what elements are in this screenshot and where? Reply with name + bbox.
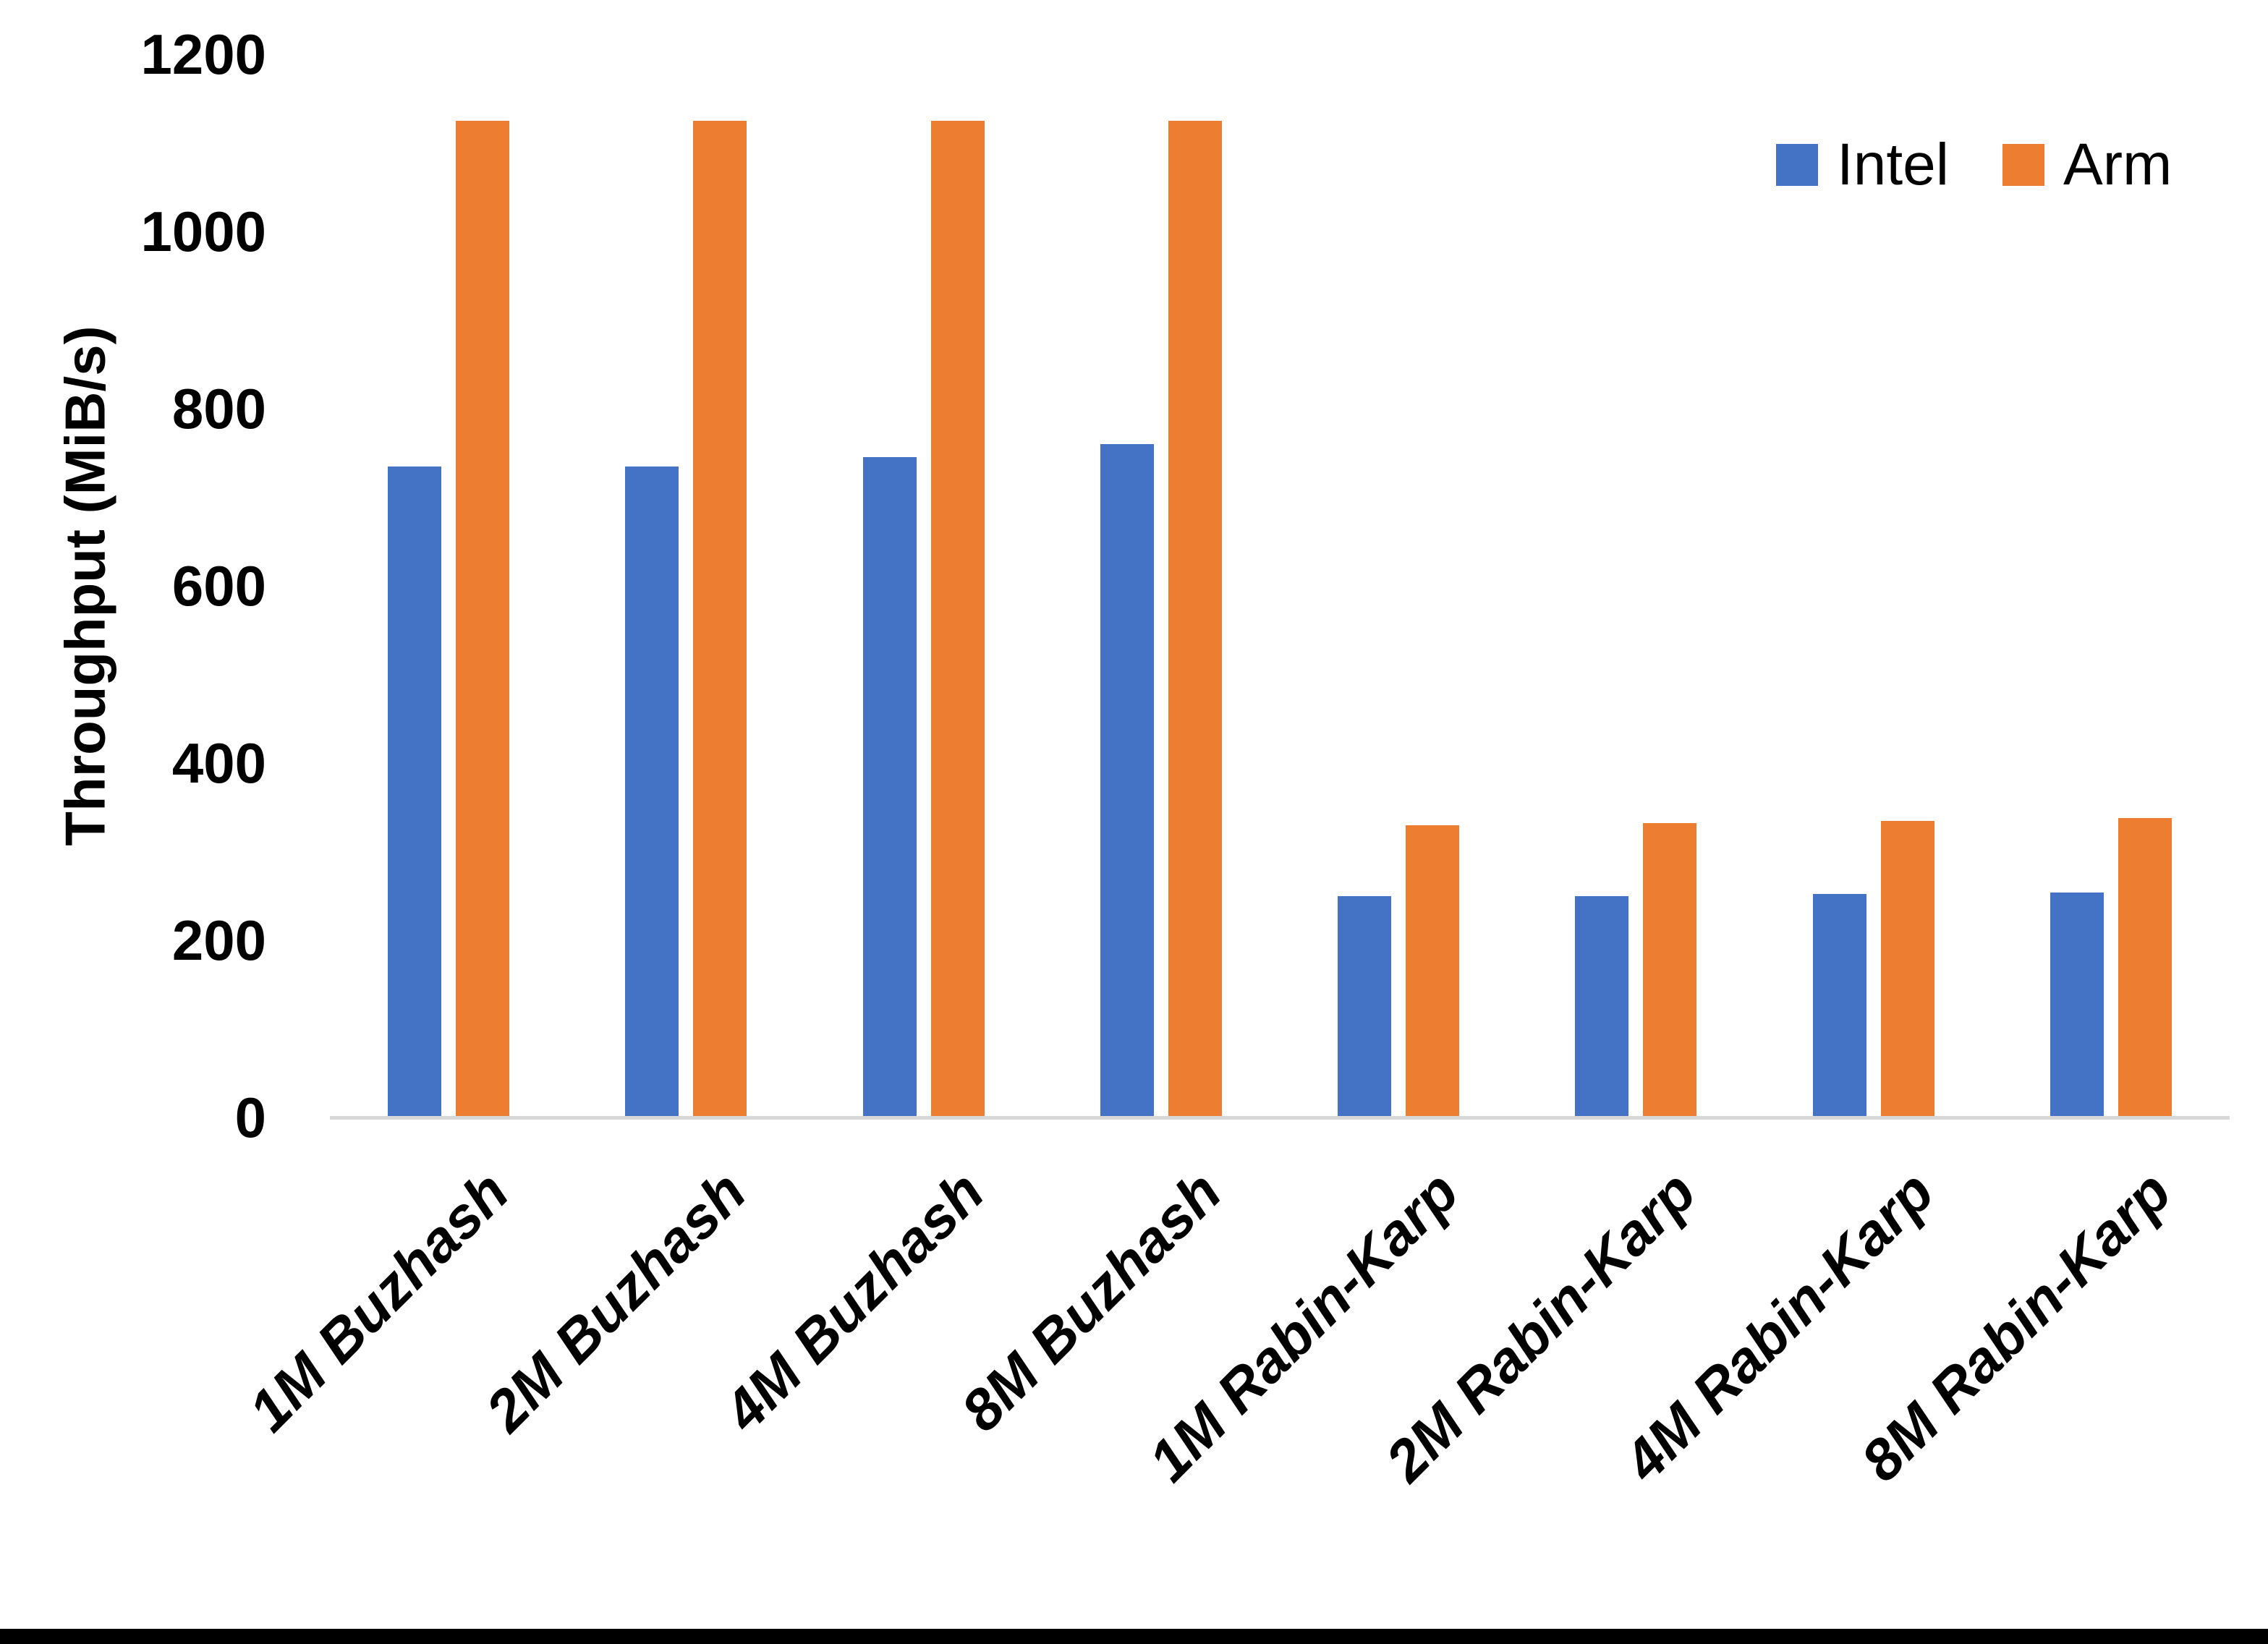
bar-intel-2 — [625, 466, 679, 1116]
bar-arm-5 — [1406, 825, 1460, 1116]
intel-legend-label: Intel — [1837, 132, 1949, 197]
bar-arm-3 — [930, 120, 985, 1116]
bar-arm-8 — [2118, 817, 2172, 1116]
intel-legend-swatch — [1776, 144, 1818, 186]
legend-item-intel: Intel — [1776, 130, 1949, 200]
bar-intel-6 — [1575, 895, 1629, 1116]
bottom-border-bar — [0, 1629, 2268, 1644]
bar-arm-7 — [1880, 820, 1934, 1116]
y-tick-label-600: 600 — [171, 554, 266, 618]
y-tick-label-400: 400 — [171, 731, 266, 795]
bar-intel-8 — [2050, 892, 2104, 1116]
arm-legend-swatch — [2002, 144, 2044, 186]
y-tick-label-1200: 1200 — [140, 22, 266, 86]
bar-intel-3 — [862, 457, 917, 1116]
y-tick-label-200: 200 — [171, 908, 266, 972]
bar-intel-1 — [388, 466, 442, 1116]
bar-arm-1 — [456, 120, 510, 1116]
y-tick-label-1000: 1000 — [140, 200, 266, 263]
y-tick-label-0: 0 — [234, 1086, 266, 1149]
bar-arm-6 — [1643, 823, 1697, 1116]
bar-intel-4 — [1100, 444, 1154, 1116]
bar-arm-4 — [1168, 120, 1222, 1116]
legend: Intel Arm — [1776, 130, 2172, 200]
y-tick-label-800: 800 — [171, 377, 266, 440]
x-axis-line — [330, 1116, 2230, 1120]
legend-item-arm: Arm — [2002, 130, 2172, 200]
bar-arm-2 — [693, 120, 747, 1116]
bar-intel-5 — [1338, 895, 1392, 1116]
bar-intel-7 — [1812, 894, 1866, 1116]
arm-legend-label: Arm — [2063, 132, 2173, 197]
